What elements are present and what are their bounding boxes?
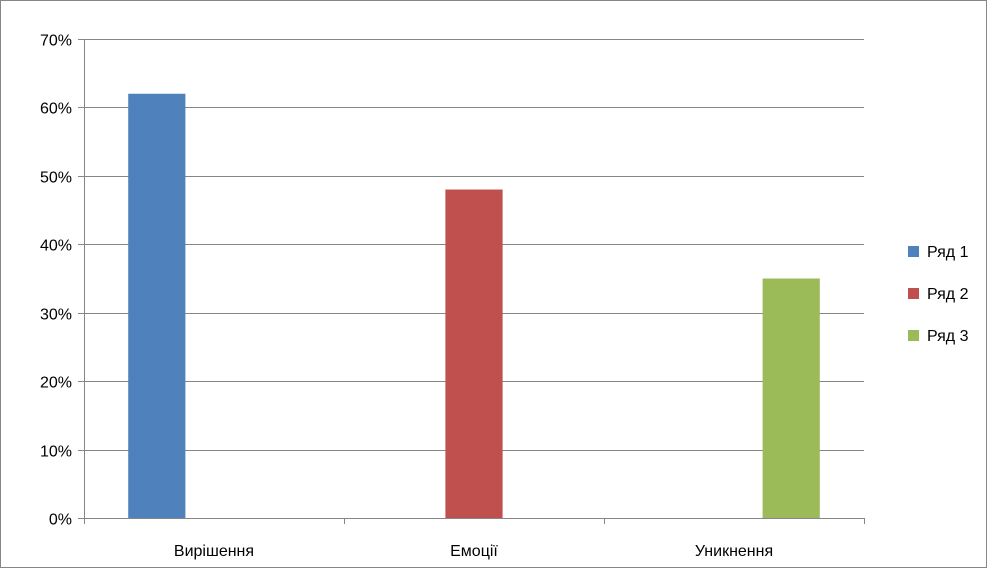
- y-tick-label: 20%: [40, 375, 72, 392]
- y-tick-labels: 0% 10% 20% 30% 40% 50% 60% 70%: [40, 33, 72, 529]
- legend-label: Ряд 2: [927, 286, 969, 303]
- legend-label: Ряд 1: [927, 244, 969, 261]
- x-tick-label: Уникнення: [695, 543, 773, 560]
- legend-swatch: [908, 330, 919, 341]
- bar: [762, 278, 820, 518]
- bars: [128, 93, 820, 519]
- y-tick-label: 30%: [40, 307, 72, 324]
- legend-swatch: [908, 288, 919, 299]
- legend: Ряд 1 Ряд 2 Ряд 3: [908, 244, 969, 345]
- y-tick-label: 0%: [49, 512, 72, 529]
- y-tick-label: 40%: [40, 238, 72, 255]
- y-tick-label: 60%: [40, 101, 72, 118]
- gridlines: [84, 39, 864, 451]
- y-tick-label: 70%: [40, 33, 72, 50]
- legend-label: Ряд 3: [927, 328, 969, 345]
- x-tick-label: Вирішення: [174, 543, 254, 560]
- axes: [78, 39, 865, 524]
- y-tick-label: 50%: [40, 170, 72, 187]
- x-tick-labels: Вирішення Емоції Уникнення: [174, 543, 773, 560]
- x-tick-label: Емоції: [450, 543, 498, 560]
- bar: [128, 93, 186, 518]
- legend-swatch: [908, 246, 919, 257]
- bar: [445, 189, 503, 519]
- y-tick-label: 10%: [40, 444, 72, 461]
